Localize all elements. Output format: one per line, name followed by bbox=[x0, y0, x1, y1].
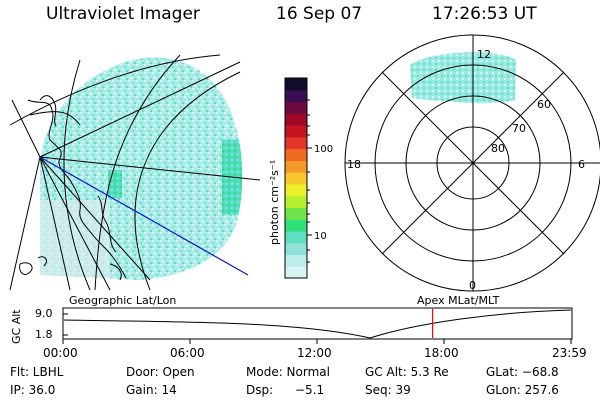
polar-grid bbox=[344, 34, 600, 292]
polar-lat-60: 60 bbox=[537, 98, 551, 111]
colorbar-band bbox=[285, 89, 307, 103]
colorbar-band bbox=[285, 230, 307, 244]
colorbar-frame bbox=[284, 77, 308, 279]
colorbar-band bbox=[285, 254, 307, 267]
info-glat: GLat: −68.8 bbox=[486, 365, 559, 379]
colorbar-band bbox=[285, 78, 307, 91]
info-seq: Seq: 39 bbox=[365, 383, 411, 397]
timeline-y-tick-bottom: 1.8 bbox=[35, 328, 53, 341]
colorbar-band bbox=[285, 113, 307, 126]
timeline-x-tick-1200: 12:00 bbox=[297, 346, 332, 360]
coastline bbox=[19, 95, 127, 281]
colorbar-band bbox=[285, 172, 307, 185]
altitude-curve bbox=[63, 309, 572, 339]
polar-lat-70: 70 bbox=[512, 122, 526, 135]
info-gc-alt: GC Alt: 5.3 Re bbox=[365, 365, 449, 379]
timeline-y-axis-label: GC Alt bbox=[10, 309, 23, 344]
colorbar-band bbox=[285, 183, 307, 197]
timeline-x-tick-2359: 23:59 bbox=[552, 346, 587, 360]
date-label: 16 Sep 07 bbox=[276, 4, 363, 24]
polar-label-0: 0 bbox=[469, 279, 476, 292]
colorbar-band bbox=[285, 136, 307, 150]
colorbar-tick-10: 10 bbox=[314, 231, 327, 242]
colorbar-band bbox=[285, 148, 307, 161]
lat-lon-grid bbox=[9, 54, 261, 291]
polar-lat-80: 80 bbox=[491, 142, 505, 155]
timeline-x-tick-0000: 00:00 bbox=[43, 346, 78, 360]
timeline-x-tick-1800: 18:00 bbox=[424, 346, 459, 360]
info-ip: IP: 36.0 bbox=[10, 383, 56, 397]
colorbar-band bbox=[285, 219, 307, 232]
info-dsp: Dsp: bbox=[246, 383, 274, 397]
timeline-frame bbox=[62, 307, 573, 340]
colorbar-band bbox=[285, 125, 307, 138]
polar-label-18: 18 bbox=[347, 158, 361, 171]
info-door: Door: Open bbox=[126, 365, 195, 379]
colorbar-band bbox=[285, 101, 307, 114]
colorbar-band bbox=[285, 160, 307, 173]
polar-label-12: 12 bbox=[477, 48, 491, 61]
timeline-ticks bbox=[62, 313, 572, 344]
info-mode: Mode: Normal bbox=[246, 365, 330, 379]
orbit-track-line bbox=[39, 156, 249, 276]
polar-label-6: 6 bbox=[578, 158, 585, 171]
colorbar-band bbox=[285, 195, 307, 209]
info-flt: Flt: LBHL bbox=[10, 365, 64, 379]
timeline-y-tick-top: 9.0 bbox=[35, 307, 53, 320]
colorbar-unit-label: photon cm⁻²s⁻¹ bbox=[268, 160, 281, 245]
colorbar-band bbox=[285, 266, 307, 279]
timeline-right-title: Apex MLat/MLT bbox=[417, 294, 500, 307]
info-glon: GLon: 257.6 bbox=[486, 383, 559, 397]
time-label: 17:26:53 UT bbox=[432, 4, 537, 24]
colorbar-band bbox=[285, 242, 307, 256]
colorbar-band bbox=[285, 207, 307, 220]
timeline-x-tick-0600: 06:00 bbox=[170, 346, 205, 360]
timeline-left-title: Geographic Lat/Lon bbox=[69, 294, 177, 307]
colorbar-ticks bbox=[307, 99, 312, 263]
colorbar bbox=[285, 78, 307, 279]
info-dsp-value: −5.1 bbox=[295, 383, 325, 397]
info-gain: Gain: 14 bbox=[126, 383, 177, 397]
instrument-title: Ultraviolet Imager bbox=[46, 4, 200, 24]
polar-aurora bbox=[410, 52, 516, 104]
colorbar-tick-100: 100 bbox=[314, 144, 333, 155]
